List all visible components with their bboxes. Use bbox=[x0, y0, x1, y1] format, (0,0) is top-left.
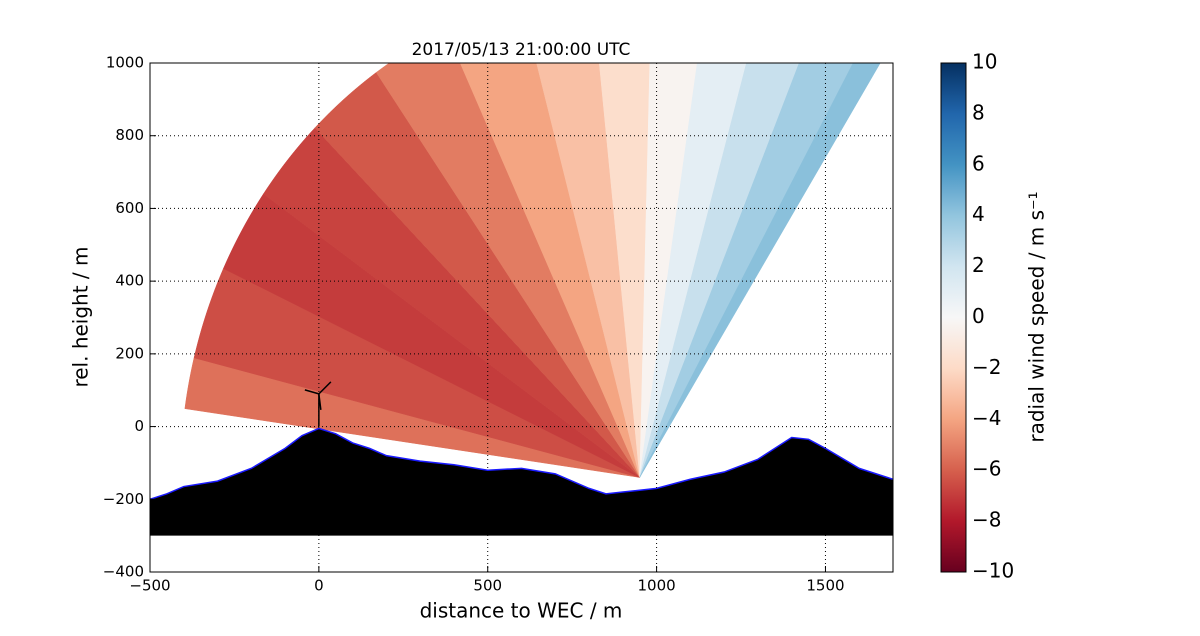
scan-sector bbox=[598, 63, 651, 478]
colorbar-tick-label: −2 bbox=[972, 355, 1001, 379]
x-tick-label: −500 bbox=[129, 577, 170, 595]
scan-sector bbox=[223, 193, 640, 478]
overlay: −500 0 500 1000 1500−400−2000200400600800100… bbox=[103, 50, 1014, 595]
colorbar-tick-label: 4 bbox=[972, 202, 985, 226]
terrain-outline bbox=[150, 427, 893, 500]
y-tick-label: −400 bbox=[103, 563, 144, 581]
x-axis-label: distance to WEC / m bbox=[420, 599, 623, 623]
scan-sector bbox=[375, 63, 640, 478]
colorbar-label: radial wind speed / m s⁻¹ bbox=[1025, 191, 1049, 442]
turbine-blade bbox=[304, 389, 320, 395]
scan-sector bbox=[639, 63, 881, 478]
scan-sector bbox=[459, 63, 640, 478]
colorbar-tick-label: −4 bbox=[972, 406, 1001, 430]
colorbar-tick-label: 0 bbox=[972, 304, 985, 328]
scan-sector bbox=[639, 63, 698, 478]
y-tick-label: 200 bbox=[115, 344, 144, 362]
y-tick-label: 600 bbox=[115, 199, 144, 217]
terrain bbox=[150, 428, 893, 536]
scan-sector bbox=[193, 268, 640, 478]
x-tick-label: 1500 bbox=[806, 577, 844, 595]
y-axis-label: rel. height / m bbox=[69, 246, 93, 387]
colorbar-tick-label: 6 bbox=[972, 151, 985, 175]
y-tick-label: 800 bbox=[115, 126, 144, 144]
y-tick-label: 400 bbox=[115, 272, 144, 290]
colorbar-tick-label: 8 bbox=[972, 100, 985, 124]
scan-sector bbox=[263, 127, 640, 478]
x-tick-label: 0 bbox=[314, 577, 324, 595]
y-tick-label: 1000 bbox=[106, 54, 144, 72]
chart-title: 2017/05/13 21:00:00 UTC bbox=[412, 40, 631, 60]
colorbar-tick-label: −10 bbox=[972, 559, 1014, 583]
x-tick-label: 500 bbox=[473, 577, 502, 595]
y-tick-label: −200 bbox=[103, 490, 144, 508]
scan-sector bbox=[536, 63, 640, 478]
colorbar bbox=[940, 62, 967, 573]
scan-sector bbox=[314, 72, 640, 478]
colorbar-tick-label: 2 bbox=[972, 253, 985, 277]
x-tick-label: 1000 bbox=[637, 577, 675, 595]
turbine-blade bbox=[318, 393, 322, 410]
plot-frame bbox=[149, 62, 894, 573]
colorbar-tick-label: −6 bbox=[972, 457, 1001, 481]
scan-sector bbox=[184, 357, 640, 478]
colorbar-tick-label: 10 bbox=[972, 50, 997, 74]
plot-area bbox=[150, 63, 893, 536]
colorbar-tick-label: −8 bbox=[972, 508, 1001, 532]
scan-sector bbox=[639, 63, 747, 478]
turbine-blade bbox=[318, 381, 332, 395]
y-tick-label: 0 bbox=[134, 417, 144, 435]
